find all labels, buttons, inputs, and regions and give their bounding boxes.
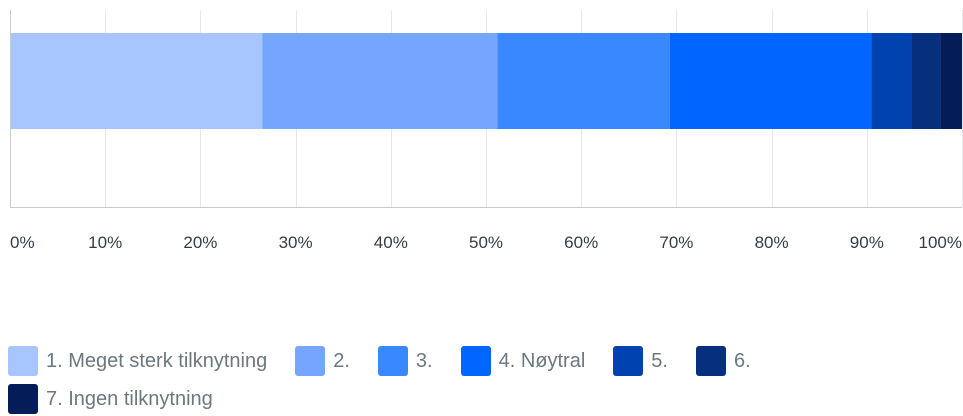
x-tick-label: 10% [88,233,122,252]
x-tick-label: 60% [564,233,598,252]
legend-swatch [460,346,491,376]
bar-segment-4[interactable] [669,33,872,129]
bar-segment-2[interactable] [262,33,498,129]
legend-label: 4. Nøytral [498,349,586,372]
x-tick-label: 80% [755,233,789,252]
legend-label: 6. [733,349,751,372]
legend-swatch [695,346,726,376]
legend-item[interactable]: 7. Ingen tilknytning [8,382,213,416]
bar-segment-7[interactable] [940,33,962,129]
x-tick-label: 20% [183,233,217,252]
bar-segments [10,33,962,129]
legend-swatch [613,346,644,376]
x-tick-label: 30% [279,233,313,252]
bar-segment-3[interactable] [497,33,670,129]
legend-item[interactable]: 2. [295,344,350,378]
legend-item[interactable]: 6. [695,344,751,378]
legend-item[interactable]: 4. Nøytral [460,344,586,378]
x-tick-label: 50% [469,233,503,252]
legend-label: 7. Ingen tilknytning [46,387,213,410]
legend-label: 5. [651,349,668,372]
legend-swatch [295,346,326,376]
bar-segment-6[interactable] [911,33,941,129]
legend-item[interactable]: 1. Meget sterk tilknytning [8,344,267,378]
bar-segment-5[interactable] [871,33,912,129]
x-axis-ticks: 0% 10% 20% 30% 40% 50% 60% 70% 80% 90% 100% [10,233,962,252]
legend-swatch [8,346,38,376]
legend-swatch [377,346,408,376]
legend-label: 1. Meget sterk tilknytning [46,349,268,372]
x-tick-label: 70% [659,233,693,252]
x-tick-label: 0% [10,233,35,252]
x-tick-label: 40% [374,233,408,252]
legend: 1. Meget sterk tilknytning 2. 3. 4. Nøytral… [8,344,958,416]
x-tick-label: 90% [850,233,884,252]
x-tick-label: 100% [919,233,962,252]
legend-swatch [8,384,38,414]
bar-segment-1[interactable] [10,33,263,129]
legend-label: 3. [415,349,433,372]
legend-item[interactable]: 3. [377,344,433,378]
legend-item[interactable]: 5. [613,344,668,378]
legend-label: 2. [333,349,350,372]
stacked-bar-chart: 0% 10% 20% 30% 40% 50% 60% 70% 80% 90% 100% [10,10,963,252]
